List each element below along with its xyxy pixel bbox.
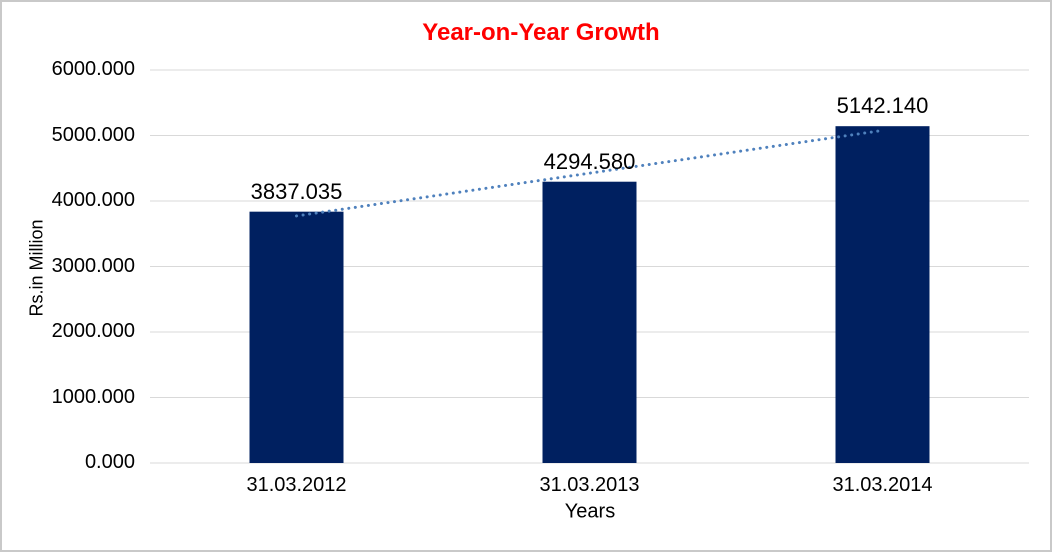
x-axis-title: Years (564, 500, 616, 523)
y-tick-label: 3000.000 (51, 254, 135, 277)
x-tick-label: 31.03.2013 (539, 474, 640, 496)
y-tick-label: 1000.000 (51, 385, 135, 408)
chart-title: Year-on-Year Growth (422, 19, 660, 46)
bar (835, 126, 930, 464)
y-tick-label: 5000.000 (51, 123, 135, 146)
bar (249, 211, 344, 463)
y-tick-label: 0.000 (84, 451, 135, 473)
y-tick-label: 2000.000 (51, 320, 135, 342)
bar (542, 181, 637, 463)
y-tick-label: 4000.000 (51, 189, 135, 211)
x-tick-label: 31.03.2012 (246, 474, 347, 496)
y-tick-label: 6000.000 (51, 58, 135, 80)
bar-value-label: 5142.140 (836, 93, 929, 119)
trendline (295, 128, 884, 218)
bar-value-label: 3837.035 (250, 178, 343, 204)
bar-value-label: 4294.580 (543, 148, 636, 174)
x-tick-label: 31.03.2014 (832, 474, 933, 496)
